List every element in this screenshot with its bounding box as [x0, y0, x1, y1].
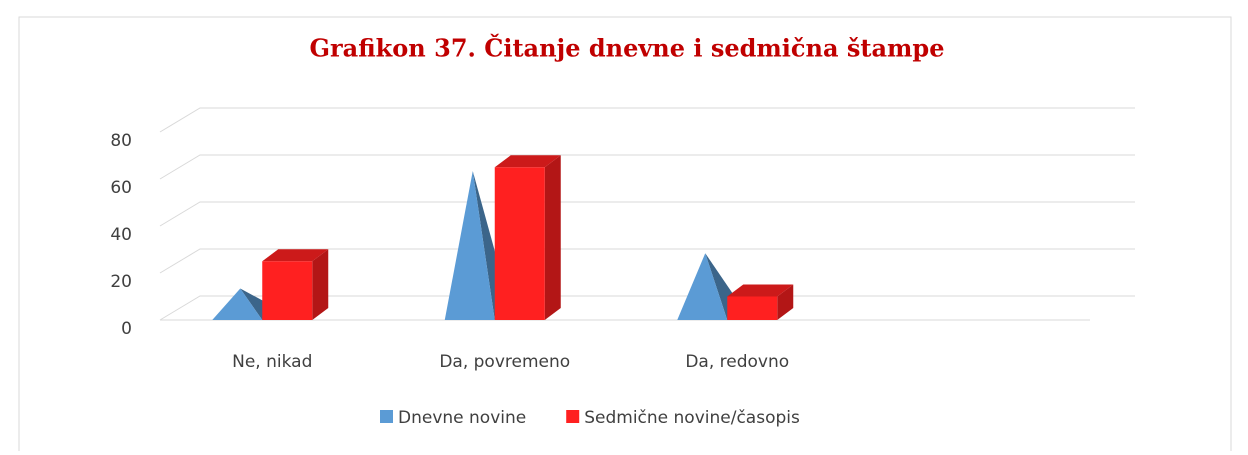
- box-side: [777, 284, 794, 320]
- box: [727, 284, 794, 320]
- legend-label: Dnevne novine: [398, 408, 526, 428]
- grid-line: [159, 107, 1135, 133]
- y-tick-label: 20: [110, 272, 132, 292]
- box-side: [312, 249, 329, 320]
- grid-line: [159, 154, 1135, 180]
- grid-line: [159, 201, 1135, 227]
- pyramid-front: [677, 253, 728, 320]
- box-top: [727, 284, 794, 297]
- box-front: [494, 167, 545, 320]
- chart-title: Grafikon 37. Čitanje dnevne i sedmična š…: [310, 34, 945, 63]
- box-front: [727, 296, 778, 320]
- box-side: [544, 155, 561, 320]
- x-tick-label: Ne, nikad: [232, 352, 312, 372]
- grid-line: [159, 248, 1135, 274]
- plot: 0 20 40 60 80 Ne, nikad Da, povremeno Da, redov…: [110, 107, 1135, 372]
- y-tick-label: 0: [121, 319, 132, 339]
- x-tick-label: Da, redovno: [685, 352, 789, 372]
- legend: Dnevne novine Sedmične novine/časopis: [380, 408, 800, 428]
- box-front: [262, 261, 313, 320]
- y-tick-label: 80: [110, 131, 132, 151]
- legend-label: Sedmične novine/časopis: [584, 408, 800, 428]
- box-top: [262, 249, 329, 262]
- x-tick-label: Da, povremeno: [439, 352, 570, 372]
- box: [262, 249, 329, 320]
- legend-swatch: [566, 410, 580, 423]
- box: [494, 155, 561, 320]
- y-tick-label: 60: [110, 178, 132, 198]
- pyramid-front: [212, 288, 263, 320]
- box-top: [494, 155, 561, 168]
- pyramid-front: [444, 171, 495, 320]
- chart-border: [18, 16, 1232, 455]
- legend-swatch: [380, 410, 393, 423]
- grid-line: [159, 295, 1135, 321]
- y-tick-label: 40: [110, 225, 132, 245]
